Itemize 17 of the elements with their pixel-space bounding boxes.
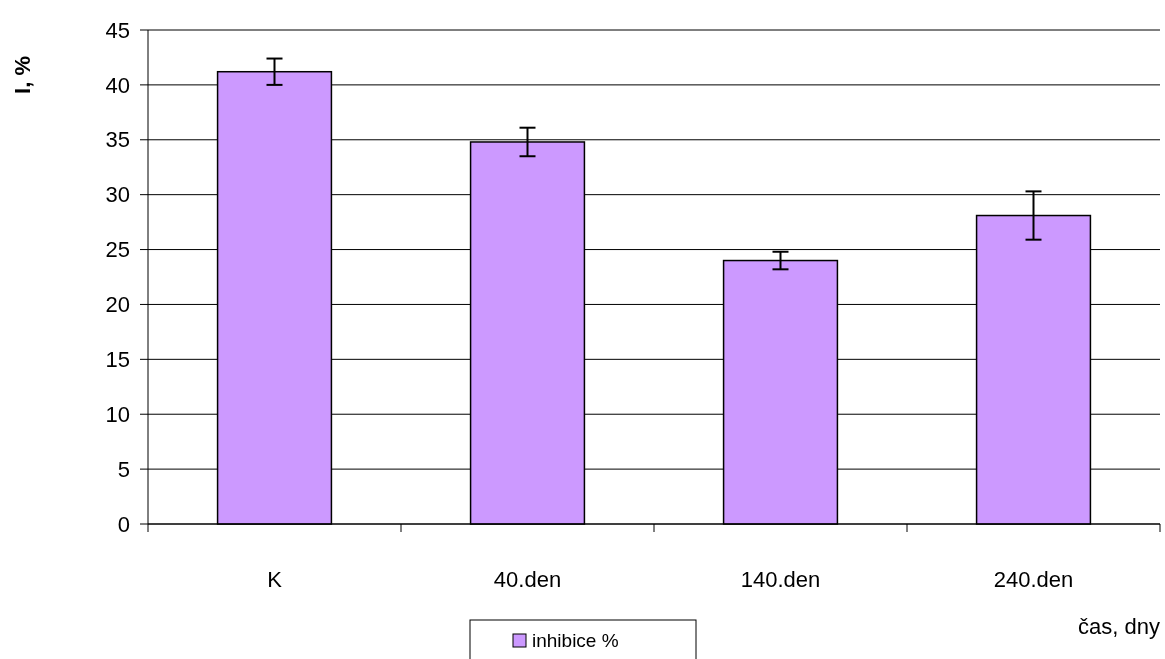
- x-tick-label: 40.den: [493, 567, 562, 592]
- y-tick-label: 10: [105, 401, 130, 427]
- y-tick-label: 35: [105, 127, 130, 153]
- legend-label: inhibice %: [532, 630, 619, 651]
- y-tick-label: 15: [105, 347, 130, 373]
- y-tick-label: 40: [105, 72, 130, 98]
- y-tick-label: 25: [105, 237, 130, 263]
- y-tick-label: 0: [117, 511, 130, 537]
- y-tick-label: 45: [105, 17, 130, 43]
- x-axis-title: čas, dny: [1078, 614, 1160, 639]
- x-tick-label: 240.den: [993, 567, 1074, 592]
- y-axis-title: I, %: [10, 56, 35, 94]
- y-tick-label: 5: [117, 456, 130, 482]
- x-tick-label: 140.den: [740, 567, 821, 592]
- y-tick-label: 30: [105, 182, 130, 208]
- x-tick-label: K: [267, 567, 283, 592]
- y-tick-label: 20: [105, 292, 130, 318]
